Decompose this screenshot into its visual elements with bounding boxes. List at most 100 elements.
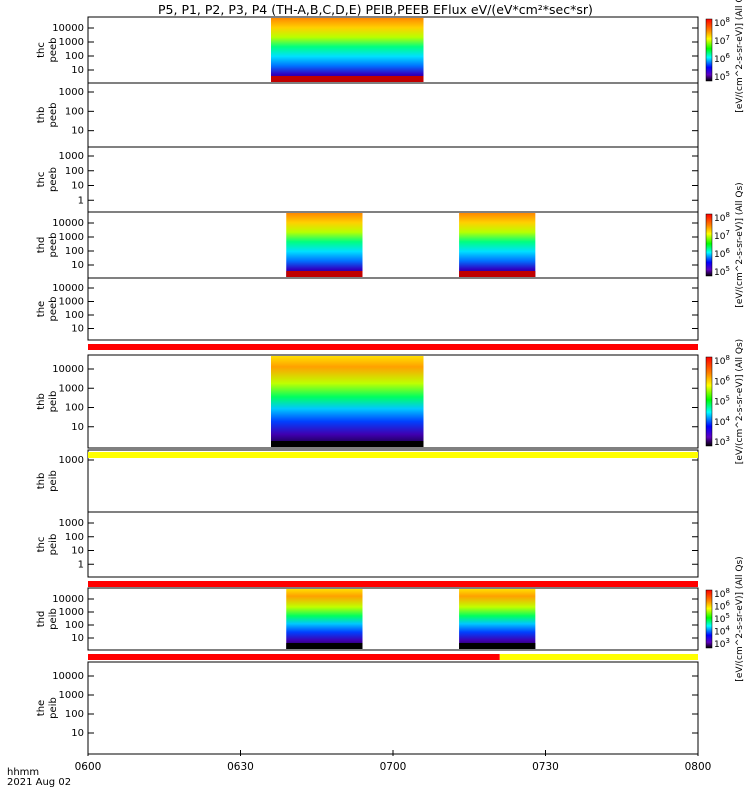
- y-tick-label: 1000: [59, 87, 84, 98]
- panel-frame: [87, 82, 699, 148]
- panel-frame: [87, 277, 699, 341]
- colorbar-tick-label: 108: [714, 354, 730, 367]
- quality-flag-bar: [88, 581, 698, 587]
- low-energy-band: [459, 643, 536, 649]
- y-tick-label: 10000: [52, 364, 84, 375]
- colorbar-tick-label: 104: [714, 415, 730, 428]
- y-tick-label: 1: [78, 195, 84, 206]
- panel-thc-peib: 1000 100 10 1 thc peib: [36, 511, 699, 578]
- panel-probe-label: thc: [36, 172, 47, 188]
- colorbar-tick-label: 103: [714, 435, 730, 448]
- panel-product-label: peeb: [48, 38, 59, 63]
- panel-thb-peeb: 1000 100 10 thb peeb: [36, 82, 699, 148]
- panel-probe-label: the: [36, 301, 47, 317]
- chart-title: P5, P1, P2, P3, P4 (TH-A,B,C,D,E) PEIB,P…: [158, 2, 593, 17]
- colorbar-tick-label: 106: [714, 374, 730, 387]
- y-tick-label: 1000: [59, 297, 84, 308]
- panel-probe-label: thd: [36, 237, 47, 254]
- y-tick-label: 1000: [59, 151, 84, 162]
- x-tick-label: 0700: [380, 761, 407, 773]
- panel-probe-label: thc: [36, 537, 47, 553]
- y-tick-label: 1000: [59, 455, 84, 466]
- y-tick-label: 1000: [59, 690, 84, 701]
- quality-flag-bar: [88, 344, 698, 350]
- panel-probe-label: thd: [36, 611, 47, 628]
- colorbar: [705, 589, 713, 649]
- spectrogram-block: [459, 589, 536, 649]
- y-tick-label: 10: [71, 422, 84, 433]
- panel-thd-peeb: 10000 1000 100 10 thd peeb 108 107 106 105 [eV/(cm…: [36, 182, 745, 307]
- panel-product-label: peib: [48, 697, 59, 719]
- panel-product-label: peeb: [48, 167, 59, 192]
- y-tick-label: 1000: [59, 37, 84, 48]
- panel-product-label: peib: [48, 470, 59, 492]
- colorbar-tick-label: 105: [714, 395, 730, 408]
- panel-product-label: peeb: [48, 297, 59, 322]
- y-tick-label: 10: [71, 546, 84, 557]
- panel-frame: [87, 661, 699, 755]
- colorbar-tick-label: 103: [714, 637, 730, 650]
- y-tick-label: 100: [65, 166, 84, 177]
- panel-probe-label: the: [36, 700, 47, 716]
- y-tick-label: 100: [65, 106, 84, 117]
- panel-product-label: peib: [48, 391, 59, 413]
- panel-frame: [87, 354, 699, 449]
- spectrogram-block: [459, 213, 536, 277]
- colorbar-tick-label: 106: [714, 247, 730, 260]
- low-energy-band: [286, 643, 363, 649]
- colorbar-tick-label: 108: [714, 211, 730, 224]
- spectrogram-block: [271, 356, 424, 447]
- colorbar-tick-label: 107: [714, 229, 730, 242]
- panel-thc-peeb: 1000 100 10 1 thc peeb: [36, 146, 699, 213]
- quality-flag-bar: [88, 654, 500, 660]
- panel-product-label: peib: [48, 608, 59, 630]
- y-tick-label: 10: [71, 65, 84, 76]
- panel-product-label: peeb: [48, 233, 59, 258]
- panel-product-label: peeb: [48, 103, 59, 128]
- date-label: 2021 Aug 02: [7, 777, 72, 788]
- colorbar-label: [eV/(cm^2-s-sr-eV)] (All Qs): [735, 556, 745, 681]
- panel-probe-label: thb: [36, 393, 47, 410]
- spectrogram-block: [286, 589, 363, 649]
- colorbar-label: [eV/(cm^2-s-sr-eV)] (All Qs): [735, 0, 745, 113]
- colorbar-tick-label: 105: [714, 612, 730, 625]
- y-tick-label: 1000: [59, 518, 84, 529]
- y-tick-label: 10: [71, 126, 84, 137]
- y-tick-label: 10000: [52, 283, 84, 294]
- panel-product-label: peib: [48, 534, 59, 556]
- colorbar-tick-label: 106: [714, 600, 730, 613]
- y-tick-label: 10: [71, 728, 84, 739]
- colorbar-tick-label: 106: [714, 52, 730, 65]
- colorbar-tick-label: 107: [714, 34, 730, 47]
- y-tick-label: 10000: [52, 218, 84, 229]
- colorbar-tick-label: 108: [714, 16, 730, 29]
- colorbar: [705, 213, 713, 277]
- low-energy-band: [286, 271, 363, 277]
- quality-flag-bar: [88, 452, 698, 458]
- low-energy-band: [459, 271, 536, 277]
- x-tick-label: 0600: [75, 761, 102, 773]
- quality-flag-bar: [499, 654, 698, 660]
- panel-probe-label: thc: [36, 42, 47, 58]
- y-tick-label: 10: [71, 181, 84, 192]
- colorbar: [705, 18, 713, 82]
- colorbar-tick-label: 108: [714, 587, 730, 600]
- y-tick-label: 100: [65, 403, 84, 414]
- panel-thb-peib: 1000 thb peib: [36, 449, 699, 513]
- panel-frame: [87, 449, 699, 513]
- colorbar-label: [eV/(cm^2-s-sr-eV)] (All Qs): [735, 339, 745, 464]
- panel-thb-peib: 10000 1000 100 10 thb peib 108 106 105 104 103 [eV/…: [36, 339, 745, 464]
- y-tick-label: 100: [65, 51, 84, 62]
- panel-frame: [87, 211, 699, 279]
- time-axis-label: hhmm: [7, 767, 40, 778]
- x-tick-label: 0800: [685, 761, 712, 773]
- panel-probe-label: thb: [36, 473, 47, 490]
- y-tick-label: 10: [71, 260, 84, 271]
- y-tick-label: 10: [71, 324, 84, 335]
- panel-frame: [87, 587, 699, 651]
- y-tick-label: 100: [65, 310, 84, 321]
- y-tick-label: 10000: [52, 23, 84, 34]
- panel-probe-label: thb: [36, 107, 47, 124]
- y-tick-label: 10000: [52, 671, 84, 682]
- low-energy-band: [271, 76, 424, 82]
